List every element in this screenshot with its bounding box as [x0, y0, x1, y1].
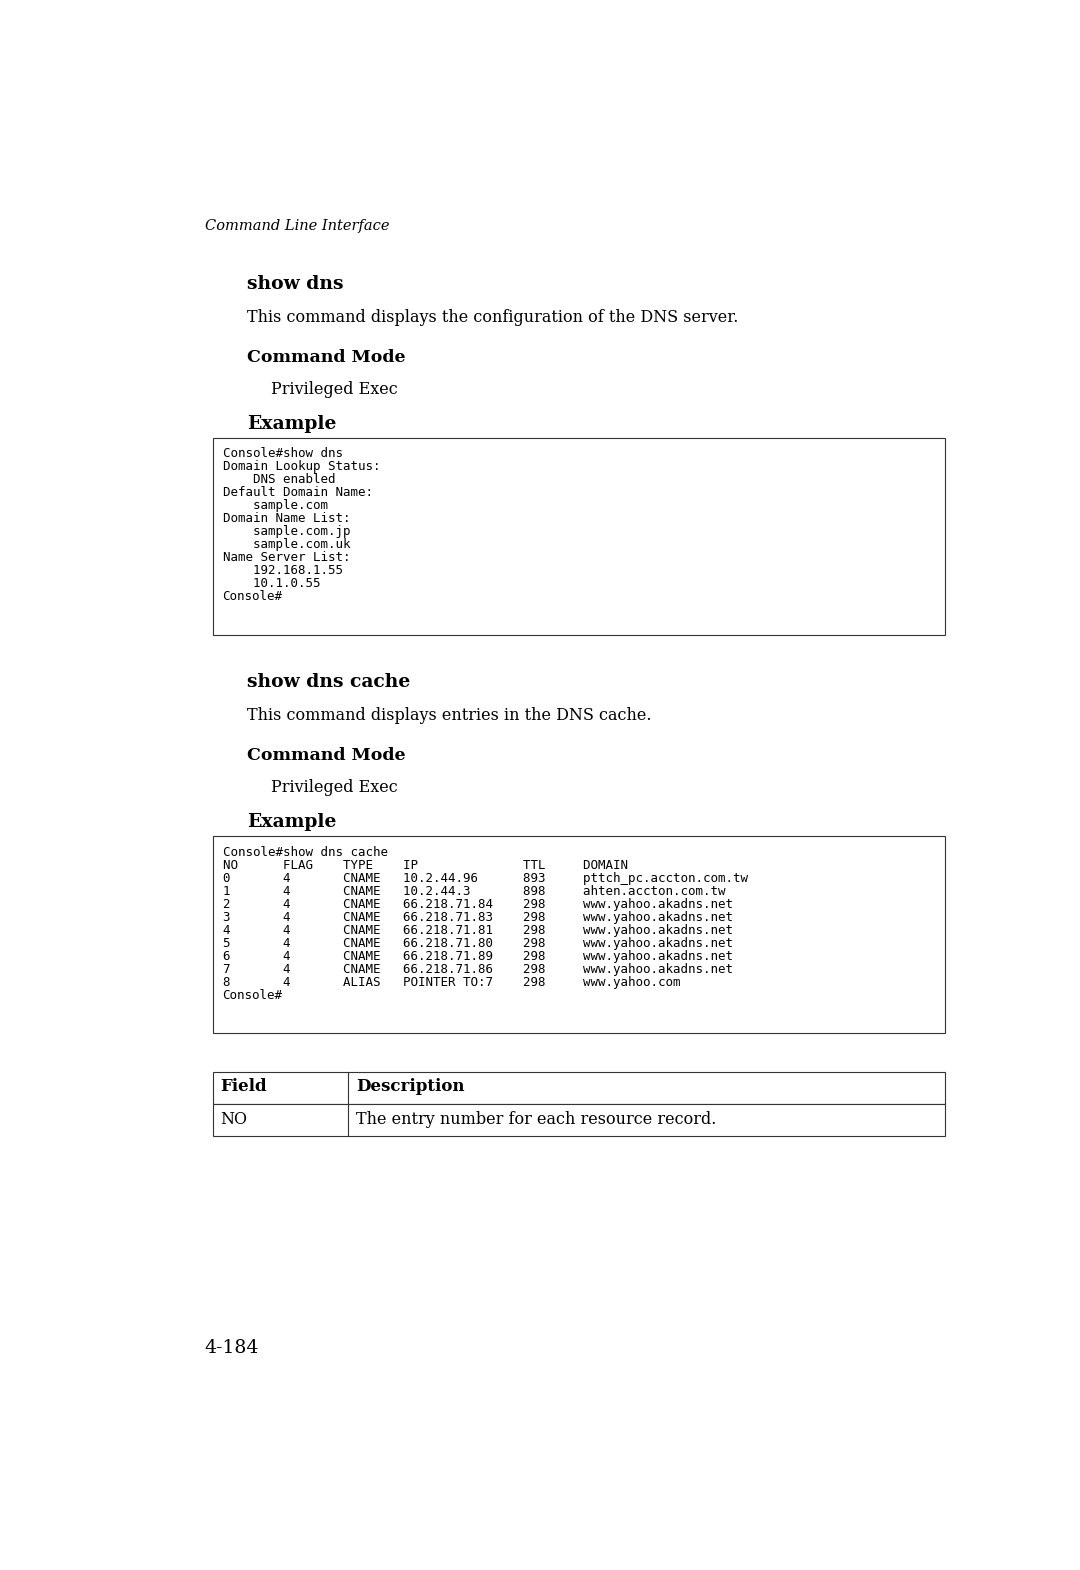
- Text: Console#show dns
Domain Lookup Status:
    DNS enabled
Default Domain Name:
    : Console#show dns Domain Lookup Status: D…: [222, 447, 380, 603]
- Text: Description: Description: [356, 1079, 464, 1094]
- Bar: [213, 837, 945, 1033]
- Text: Command Line Interface: Command Line Interface: [205, 220, 389, 234]
- Text: show dns cache: show dns cache: [247, 674, 410, 691]
- Bar: [213, 1072, 945, 1104]
- Text: Command Mode: Command Mode: [247, 747, 406, 765]
- Text: 4-184: 4-184: [205, 1339, 259, 1356]
- Bar: [213, 438, 945, 634]
- Bar: [213, 1104, 945, 1137]
- Text: Console#show dns cache
NO      FLAG    TYPE    IP              TTL     DOMAIN
0 : Console#show dns cache NO FLAG TYPE IP T…: [222, 846, 747, 1002]
- Text: Privileged Exec: Privileged Exec: [271, 382, 397, 397]
- Text: Privileged Exec: Privileged Exec: [271, 779, 397, 796]
- Text: Example: Example: [247, 813, 337, 832]
- Text: show dns: show dns: [247, 275, 343, 292]
- Text: The entry number for each resource record.: The entry number for each resource recor…: [356, 1112, 716, 1127]
- Text: NO: NO: [220, 1112, 247, 1127]
- Text: This command displays entries in the DNS cache.: This command displays entries in the DNS…: [247, 706, 652, 724]
- Text: Field: Field: [220, 1079, 267, 1094]
- Text: Example: Example: [247, 414, 337, 433]
- Text: This command displays the configuration of the DNS server.: This command displays the configuration …: [247, 309, 739, 325]
- Text: Command Mode: Command Mode: [247, 349, 406, 366]
